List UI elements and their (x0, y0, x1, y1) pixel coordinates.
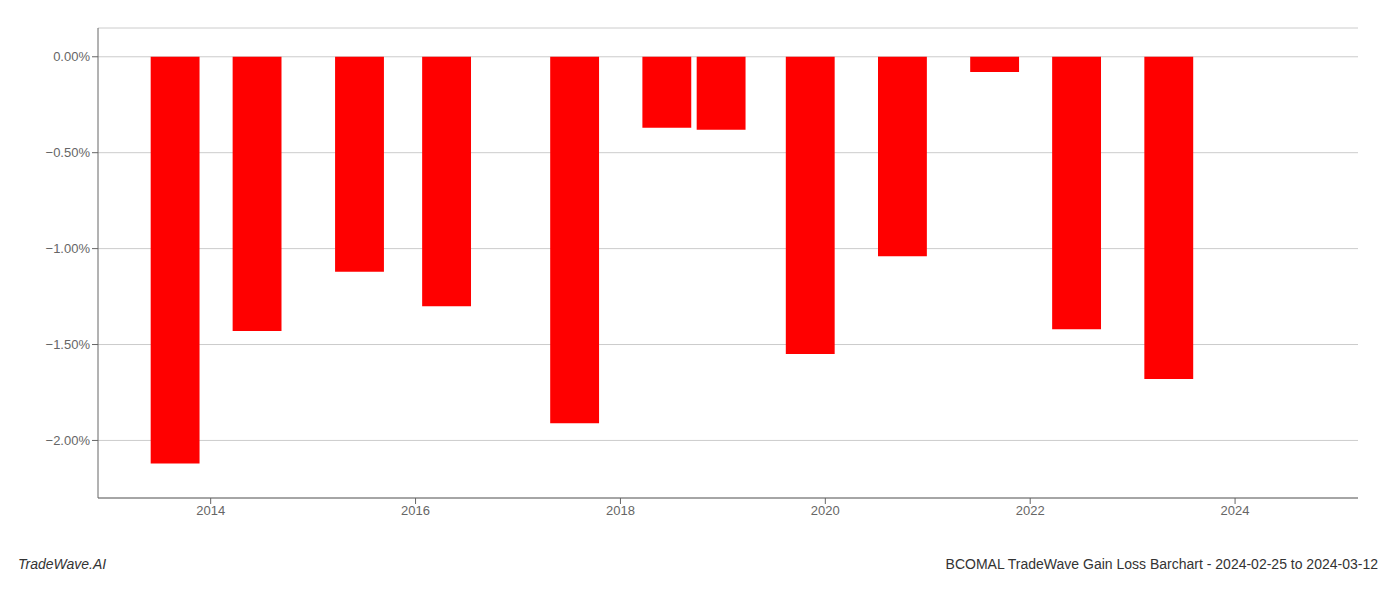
svg-text:2018: 2018 (606, 503, 635, 518)
svg-text:−2.00%: −2.00% (46, 433, 91, 448)
svg-text:2014: 2014 (196, 503, 225, 518)
svg-text:−0.50%: −0.50% (46, 145, 91, 160)
svg-text:2024: 2024 (1221, 503, 1250, 518)
svg-text:2016: 2016 (401, 503, 430, 518)
svg-text:0.00%: 0.00% (53, 49, 90, 64)
html-text:TradeWave.AI: TradeWave.AI (18, 556, 107, 572)
html-text:BCOMAL TradeWave Gain Loss Bar: BCOMAL TradeWave Gain Loss Barchart - 20… (945, 556, 1378, 572)
svg-text:−1.00%: −1.00% (46, 241, 91, 256)
svg-text:2022: 2022 (1016, 503, 1045, 518)
svg-text:2020: 2020 (811, 503, 840, 518)
svg-text:−1.50%: −1.50% (46, 337, 91, 352)
